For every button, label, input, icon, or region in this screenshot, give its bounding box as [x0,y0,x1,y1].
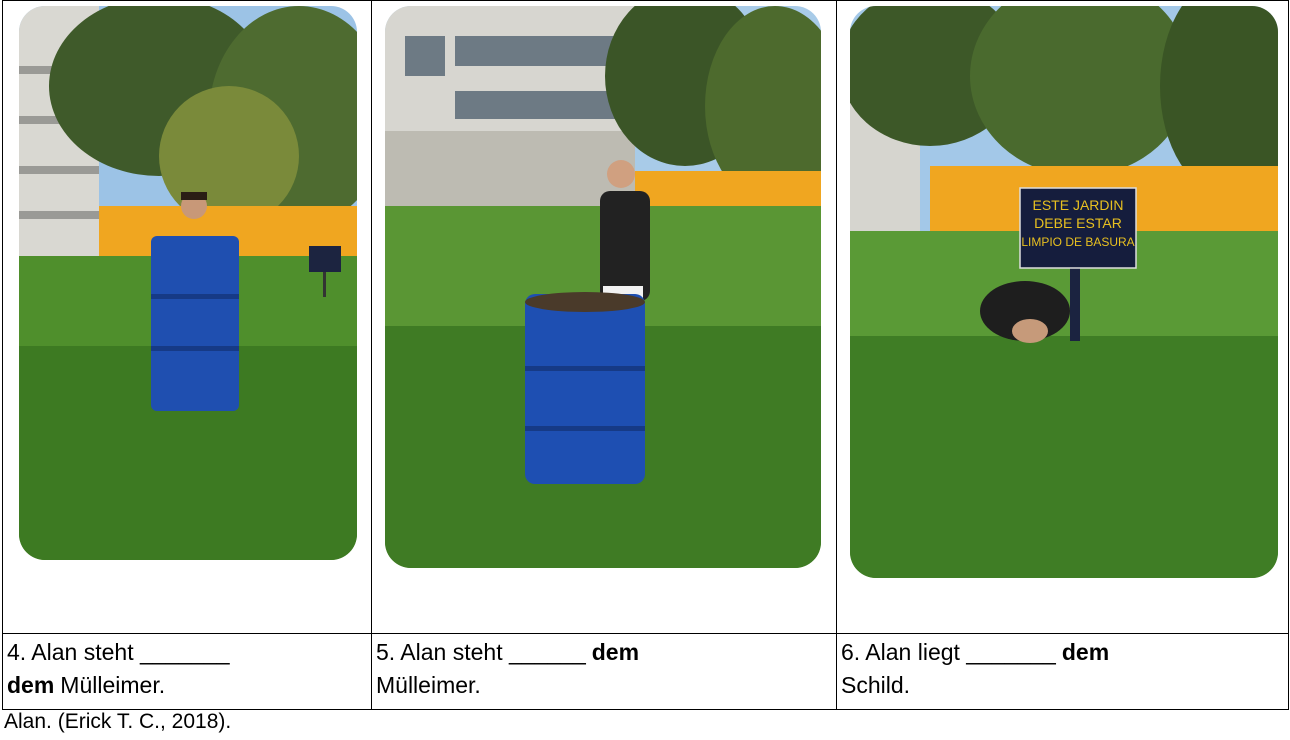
sentence-rest: Mülleimer. [376,672,481,698]
caption-cell: 6. Alan liegt _______dem Schild. [837,634,1289,710]
exercise-table: ESTE JARDIN DEBE ESTAR LIMPIO DE BASURA … [2,0,1289,710]
source-caption: Alan. (Erick T. C., 2018). [4,710,231,734]
sign-text: ESTE JARDIN [1032,197,1123,213]
sentence-lead: 4. Alan steht _______ [7,639,230,665]
sign-text: DEBE ESTAR [1034,215,1122,231]
photo-1 [19,6,359,562]
photo-2 [385,6,823,570]
photo-cell [3,1,372,634]
page: ESTE JARDIN DEBE ESTAR LIMPIO DE BASURA … [0,0,1290,740]
bold-word: dem [7,672,54,698]
sentence-lead: 5. Alan steht ______ [376,639,586,665]
photo-cell: ESTE JARDIN DEBE ESTAR LIMPIO DE BASURA [837,1,1289,634]
sentence-rest: Mülleimer. [60,672,165,698]
photo-cell [372,1,837,634]
bold-word: dem [592,639,639,665]
photo-3: ESTE JARDIN DEBE ESTAR LIMPIO DE BASURA [850,6,1280,580]
bold-word: dem [1062,639,1109,665]
sign-text: LIMPIO DE BASURA [1021,235,1134,249]
sentence-rest: Schild. [841,672,910,698]
sentence-lead: 6. Alan liegt _______ [841,639,1056,665]
caption-cell: 5. Alan steht ______dem Mülleimer. [372,634,837,710]
